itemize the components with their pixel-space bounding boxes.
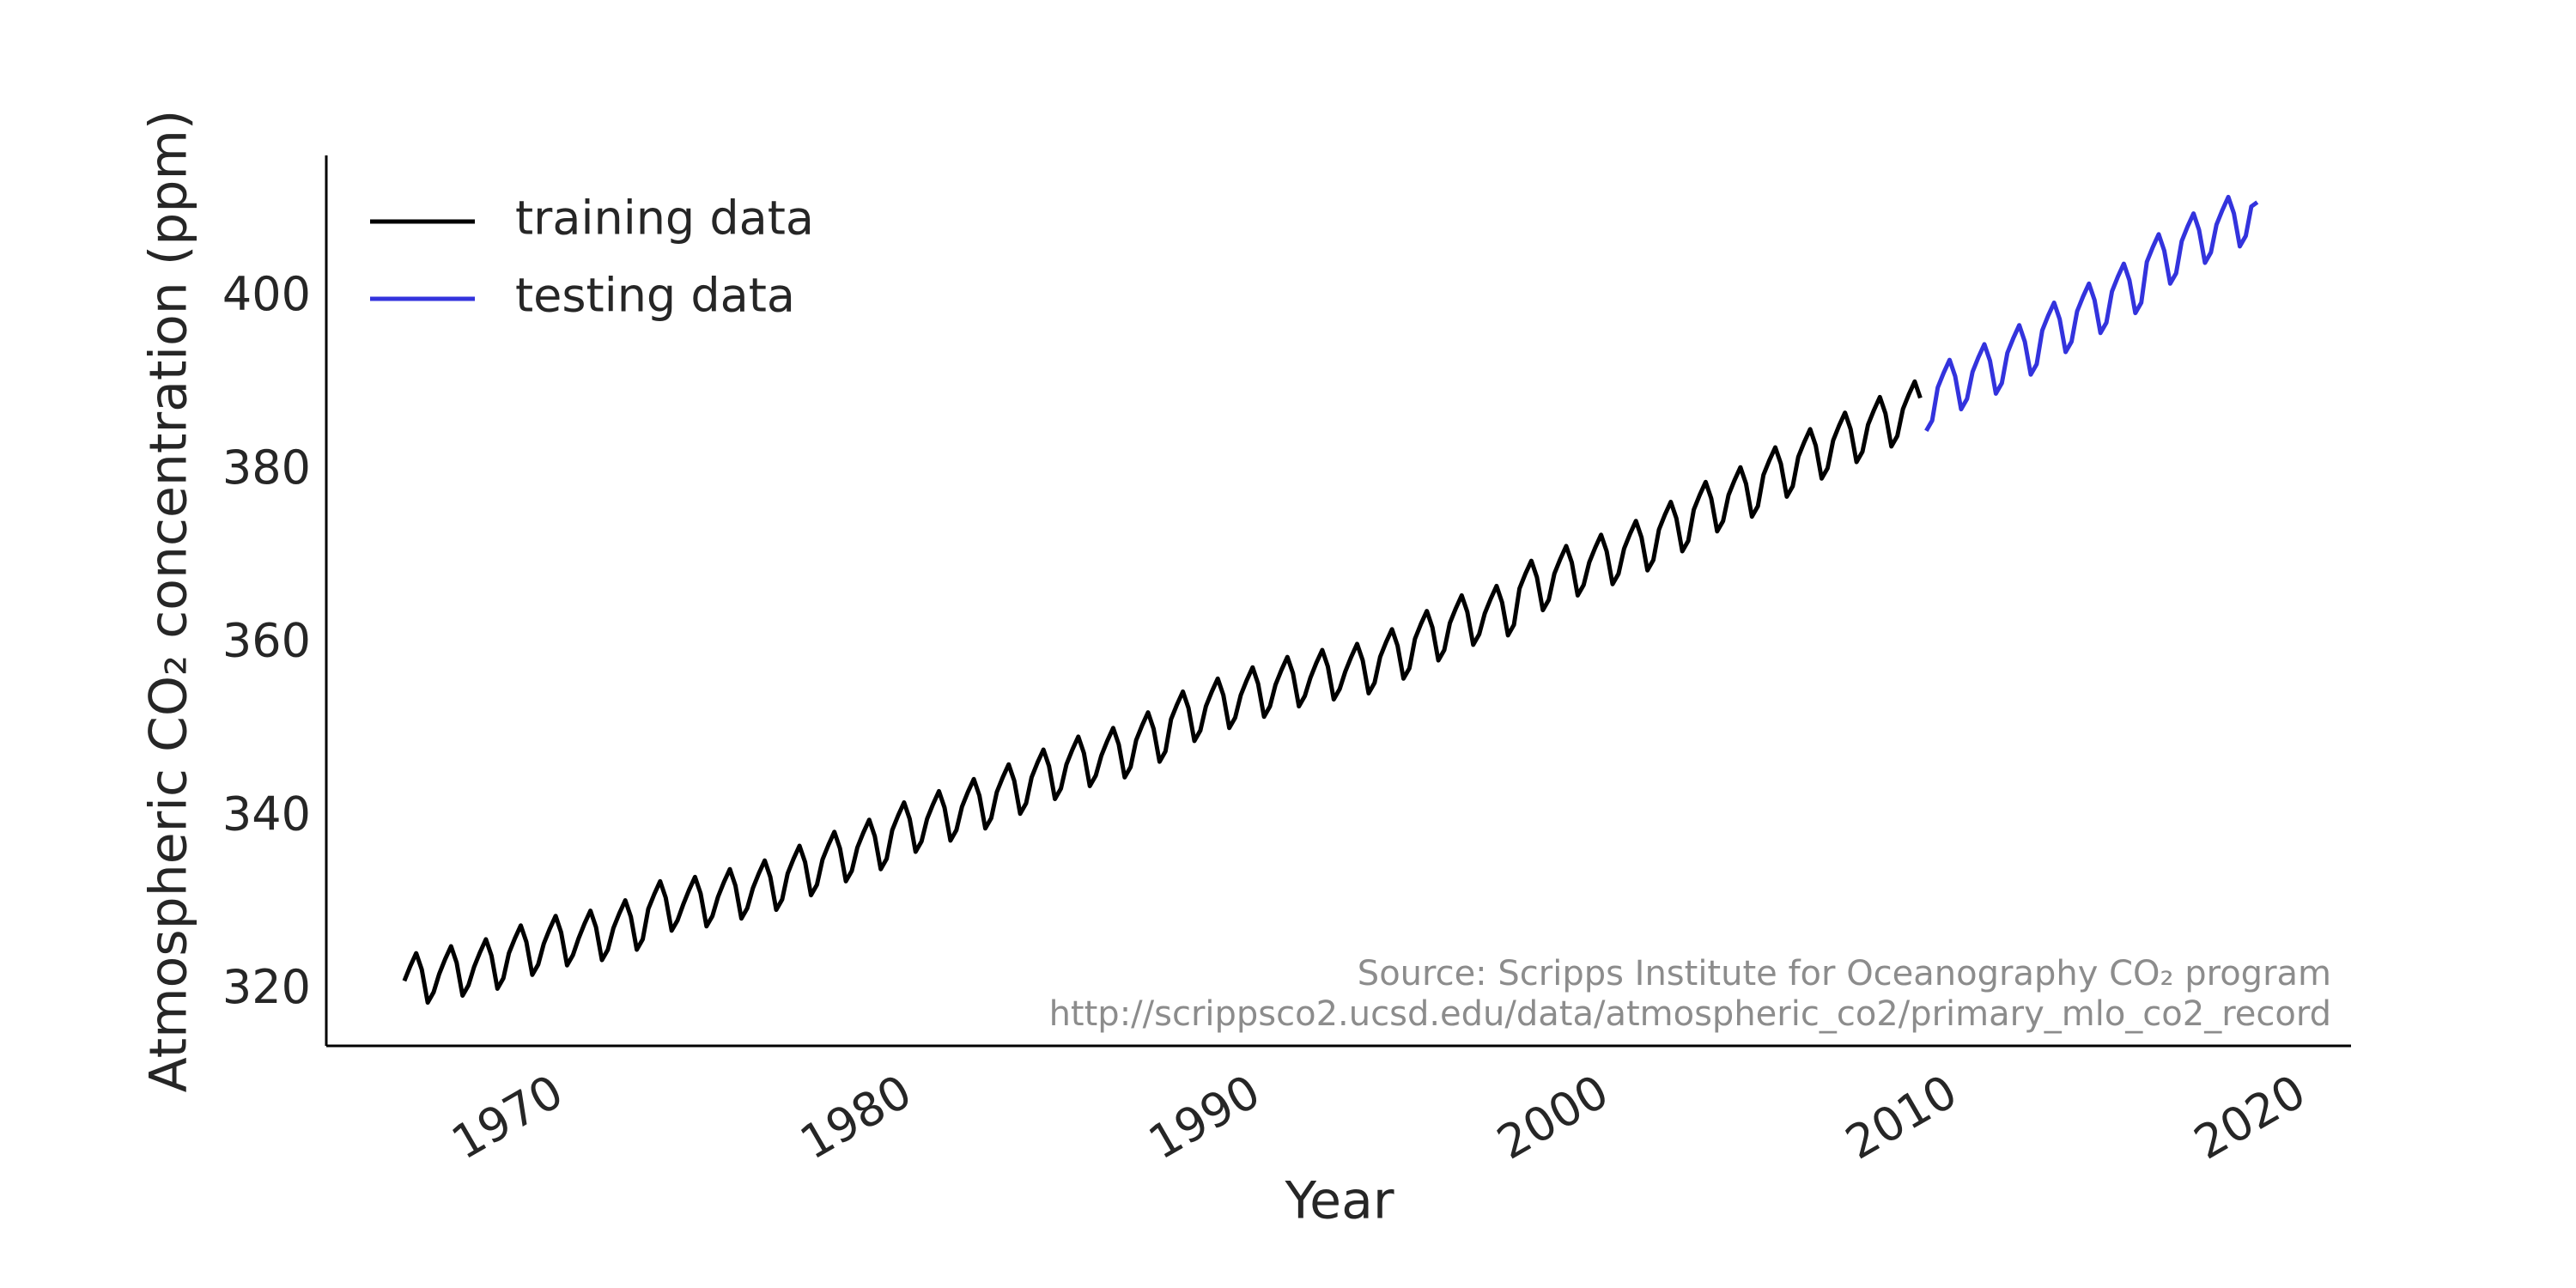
y-axis-label: Atmospheric CO₂ concentration (ppm) [139,110,199,1093]
legend-label: testing data [515,269,795,323]
series-line [1924,194,2259,433]
x-tick-label: 2000 [1488,1064,1618,1170]
x-tick-label: 1970 [443,1064,573,1170]
y-tick-label: 320 [222,960,311,1014]
x-axis-label: Year [1284,1171,1394,1231]
annotation: http://scrippsco2.ucsd.edu/data/atmosphe… [1049,994,2331,1034]
annotation: Source: Scripps Institute for Oceanograp… [1358,954,2331,993]
y-tick-label: 340 [222,787,311,841]
x-tick-label: 1990 [1139,1064,1269,1170]
x-tick-label: 2010 [1837,1064,1966,1170]
y-tick-label: 360 [222,614,311,668]
y-tick-label: 400 [222,267,311,321]
legend-label: training data [515,191,814,246]
y-tick-label: 380 [222,440,311,495]
x-tick-label: 1980 [791,1064,920,1170]
series-line [402,379,1923,1005]
x-tick-label: 2020 [2185,1064,2315,1170]
